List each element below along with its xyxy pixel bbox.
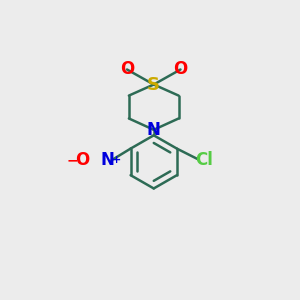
Text: O: O — [75, 151, 89, 169]
Text: N: N — [100, 151, 114, 169]
Text: Cl: Cl — [196, 151, 213, 169]
Text: O: O — [173, 61, 188, 79]
Text: +: + — [112, 155, 121, 165]
Text: S: S — [147, 76, 160, 94]
Text: −: − — [67, 153, 79, 167]
Text: O: O — [120, 61, 134, 79]
Text: N: N — [147, 121, 161, 139]
